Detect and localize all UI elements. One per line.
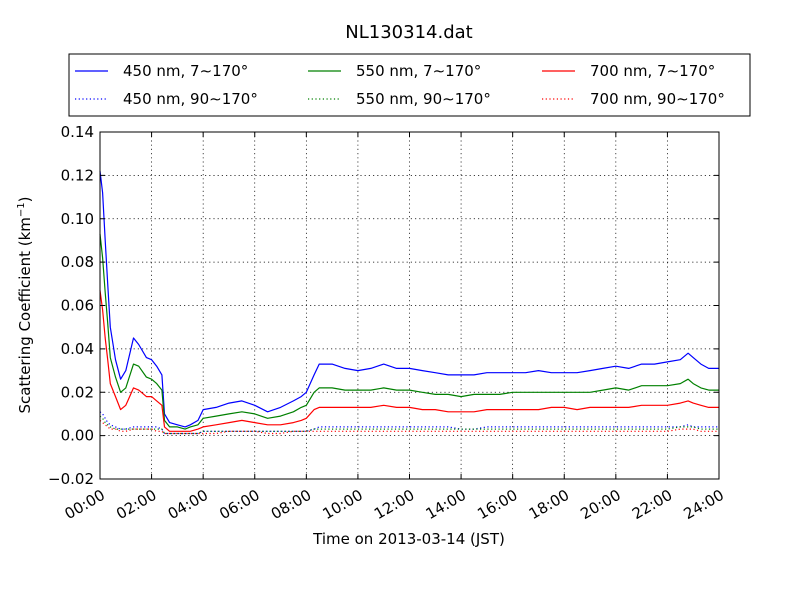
- x-tick-label: 24:00: [681, 486, 727, 523]
- y-axis-label-sup: −1: [16, 202, 27, 217]
- legend-label: 450 nm, 7∼170°: [123, 62, 248, 80]
- x-tick-label: 08:00: [268, 486, 314, 523]
- x-tick-label: 04:00: [165, 486, 211, 523]
- x-axis-label: Time on 2013-03-14 (JST): [312, 530, 505, 548]
- chart-title: NL130314.dat: [345, 22, 472, 43]
- y-tick-label: 0.02: [61, 383, 94, 401]
- x-tick-label: 14:00: [423, 486, 469, 523]
- grid: [100, 132, 719, 479]
- x-tick-label: 22:00: [629, 486, 675, 523]
- y-tick-label: −0.02: [48, 470, 94, 488]
- y-tick-label: 0.04: [61, 340, 94, 358]
- legend-label: 550 nm, 7∼170°: [356, 62, 481, 80]
- y-tick-label: 0.14: [61, 123, 94, 141]
- x-tick-labels: 00:00 02:00 04:00 06:00 08:00 10:00 12:00 14:00…: [62, 486, 727, 523]
- y-axis-label-main: Scattering Coefficient (km: [16, 217, 34, 413]
- x-tick-label: 10:00: [319, 486, 365, 523]
- x-tick-label: 12:00: [371, 486, 417, 523]
- x-tick-label: 02:00: [113, 486, 159, 523]
- y-tick-label: 0.10: [61, 210, 94, 228]
- x-tick-label: 00:00: [62, 486, 108, 523]
- x-tick-label: 16:00: [474, 486, 520, 523]
- y-tick-labels: −0.02 0.00 0.02 0.04 0.06 0.08 0.10 0.12 0.14: [48, 123, 94, 488]
- legend-label: 450 nm, 90∼170°: [123, 90, 258, 108]
- scattering-chart: NL130314.dat 450 nm, 7∼170° 550 nm, 7∼170…: [0, 0, 800, 600]
- legend-label: 700 nm, 90∼170°: [590, 90, 725, 108]
- y-tick-label: 0.00: [61, 427, 94, 445]
- legend-label: 700 nm, 7∼170°: [590, 62, 715, 80]
- legend-label: 550 nm, 90∼170°: [356, 90, 491, 108]
- y-axis-label: Scattering Coefficient (km−1): [16, 196, 34, 413]
- legend: 450 nm, 7∼170° 550 nm, 7∼170° 700 nm, 7∼17…: [69, 54, 750, 116]
- x-tick-label: 18:00: [526, 486, 572, 523]
- series-layer: [100, 171, 719, 434]
- x-tick-label: 20:00: [577, 486, 623, 523]
- y-tick-label: 0.12: [61, 166, 94, 184]
- y-tick-label: 0.06: [61, 297, 94, 315]
- y-tick-label: 0.08: [61, 253, 94, 271]
- y-axis-label-end: ): [16, 196, 34, 202]
- x-tick-label: 06:00: [216, 486, 262, 523]
